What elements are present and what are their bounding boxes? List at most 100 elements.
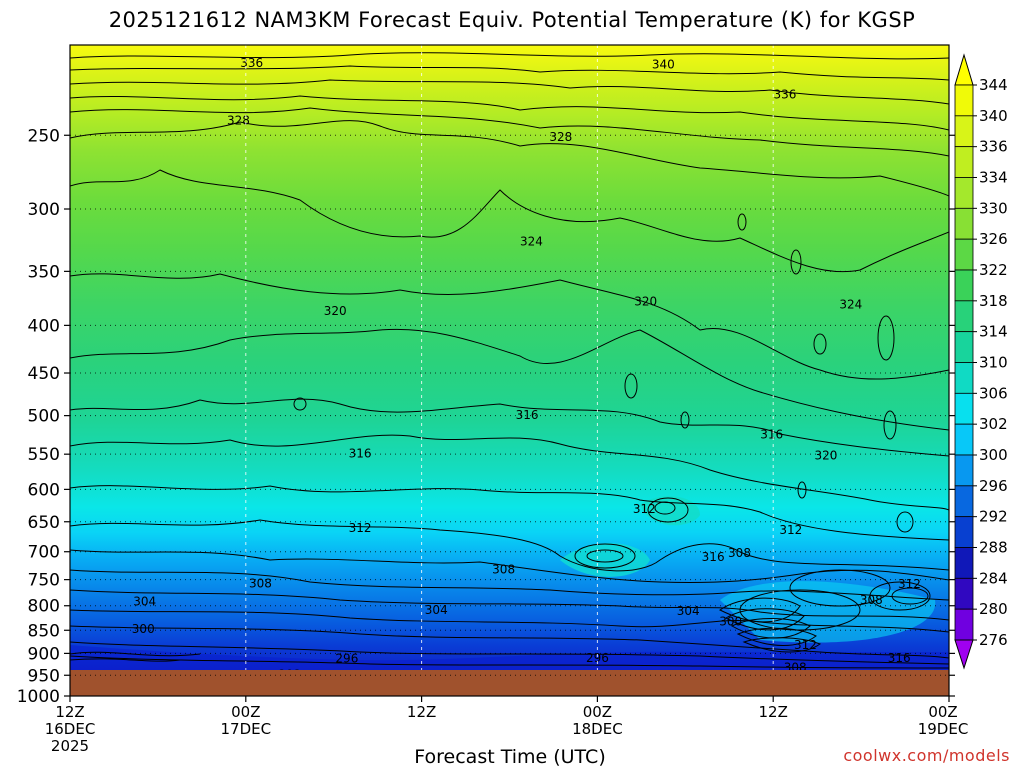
- colorbar-label: 276: [979, 631, 1008, 649]
- contour-label: 304: [133, 595, 156, 609]
- contour-label: 316: [760, 428, 783, 442]
- x-tick-label: 12Z: [407, 703, 436, 721]
- y-tick-label: 850: [28, 621, 60, 641]
- contour-label: 328: [227, 113, 250, 127]
- colorbar-swatch: [954, 331, 974, 363]
- x-tick-label: 12Z: [759, 703, 788, 721]
- y-tick-label: 450: [28, 364, 60, 384]
- colorbar-swatch: [954, 392, 974, 425]
- y-tick-label: 550: [28, 445, 60, 465]
- contour-label: 308: [492, 562, 515, 576]
- contour-label: 316: [349, 446, 372, 460]
- y-tick-label: 500: [28, 407, 60, 427]
- contour-label: 336: [240, 56, 263, 70]
- contour-label: 308: [860, 593, 883, 607]
- x-tick-label: 19DEC: [918, 720, 969, 738]
- y-tick-label: 600: [28, 480, 60, 500]
- colorbar-label: 326: [979, 230, 1008, 248]
- y-tick-label: 350: [28, 262, 60, 282]
- colorbar-swatch: [954, 362, 974, 394]
- x-tick-label: 00Z: [583, 703, 612, 721]
- contour-label: 320: [324, 304, 347, 318]
- x-tick-label: 00Z: [231, 703, 260, 721]
- colorbar-swatch: [954, 423, 974, 456]
- contour-label: 304: [425, 603, 448, 617]
- contour-label: 292: [278, 667, 301, 681]
- colorbar-label: 330: [979, 199, 1008, 217]
- contour-label: 308: [249, 576, 272, 590]
- y-tick-label: 650: [28, 513, 60, 533]
- contour-label: 328: [549, 130, 572, 144]
- contour-label: 296: [335, 652, 358, 666]
- colorbar-label: 288: [979, 539, 1008, 557]
- contour-label: 288: [353, 669, 376, 683]
- contour-label: 320: [814, 449, 837, 463]
- x-tick-label: 2025: [51, 737, 89, 755]
- contour-labels: 336 340 336 328 328 324 320 320 324 316 316 316 320 3…: [132, 56, 921, 683]
- colorbar-label: 284: [979, 569, 1008, 587]
- chart-title: 2025121612 NAM3KM Forecast Equiv. Potent…: [108, 8, 916, 32]
- colorbar-swatch: [954, 577, 974, 610]
- colorbar-label: 340: [979, 107, 1008, 125]
- y-tick-label: 300: [28, 200, 60, 220]
- colorbar-swatch: [954, 146, 974, 178]
- colorbar-label: 344: [979, 76, 1008, 94]
- contour-label: 312: [633, 502, 656, 516]
- y-tick-label: 750: [28, 571, 60, 591]
- colorbar-arrow-bottom: [954, 639, 974, 670]
- ground-mask: [70, 670, 949, 696]
- colorbar: 344 340 336 334 330 326 322 318 314 310 306 302 300 2…: [954, 53, 1008, 670]
- credit-text: coolwx.com/models: [843, 746, 1010, 765]
- colorbar-swatch: [954, 608, 974, 641]
- contour-label: 324: [839, 298, 862, 312]
- x-tick-label: 17DEC: [221, 720, 272, 738]
- colorbar-swatch: [954, 300, 974, 333]
- contour-label: 304: [677, 604, 700, 618]
- y-tick-label: 950: [28, 666, 60, 686]
- colorbar-arrow-top: [954, 53, 974, 86]
- colorbar-label: 280: [979, 600, 1008, 618]
- colorbar-swatch: [954, 547, 974, 579]
- colorbar-label: 322: [979, 261, 1008, 279]
- contour-label: 316: [516, 408, 539, 422]
- colorbar-swatch: [954, 207, 974, 240]
- y-axis: 250 300 350 400 450 500 550 600 650 700 750 800 850 9…: [17, 126, 955, 707]
- y-tick-label: 700: [28, 543, 60, 563]
- colorbar-swatch: [954, 115, 974, 148]
- colorbar-swatch: [954, 516, 974, 548]
- colorbar-label: 302: [979, 415, 1008, 433]
- contour-label: 336: [773, 87, 796, 101]
- colorbar-swatch: [954, 238, 974, 271]
- colorbar-swatch: [954, 454, 974, 487]
- contour-label: 312: [349, 521, 372, 535]
- y-tick-label: 400: [28, 316, 60, 336]
- contour-label: 316: [888, 651, 911, 665]
- colorbar-swatch: [954, 177, 974, 209]
- colorbar-label: 336: [979, 138, 1008, 156]
- contour-lines: [70, 52, 949, 669]
- contour-label: 312: [794, 638, 817, 652]
- y-tick-label: 900: [28, 644, 60, 664]
- x-tick-label: 16DEC: [45, 720, 96, 738]
- colorbar-label: 300: [979, 446, 1008, 464]
- colorbar-label: 296: [979, 477, 1008, 495]
- contour-label: 304: [812, 669, 835, 683]
- y-tick-label: 250: [28, 126, 60, 146]
- colorbar-label: 318: [979, 292, 1008, 310]
- contour-label: 296: [586, 651, 609, 665]
- warm-pocket: [560, 543, 650, 577]
- cold-pool: [70, 645, 949, 670]
- x-tick-label: 00Z: [928, 703, 957, 721]
- contour-label: 308: [784, 661, 807, 675]
- colorbar-label: 310: [979, 354, 1008, 372]
- plot-frame: [69, 44, 950, 697]
- contour-label: 308: [728, 546, 751, 560]
- colorbar-label: 314: [979, 323, 1008, 341]
- contour-label: 300: [132, 622, 155, 636]
- colorbar-label: 306: [979, 384, 1008, 402]
- contour-label: 316: [702, 550, 725, 564]
- contour-label: 312: [779, 523, 802, 537]
- contour-label: 324: [520, 234, 543, 248]
